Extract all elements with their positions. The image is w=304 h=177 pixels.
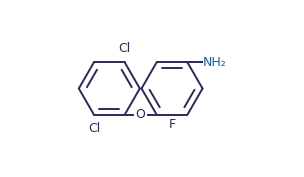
Text: Cl: Cl — [88, 122, 100, 135]
Text: NH₂: NH₂ — [203, 56, 227, 69]
Text: F: F — [168, 118, 176, 131]
Text: O: O — [136, 108, 146, 121]
Text: Cl: Cl — [119, 42, 131, 55]
